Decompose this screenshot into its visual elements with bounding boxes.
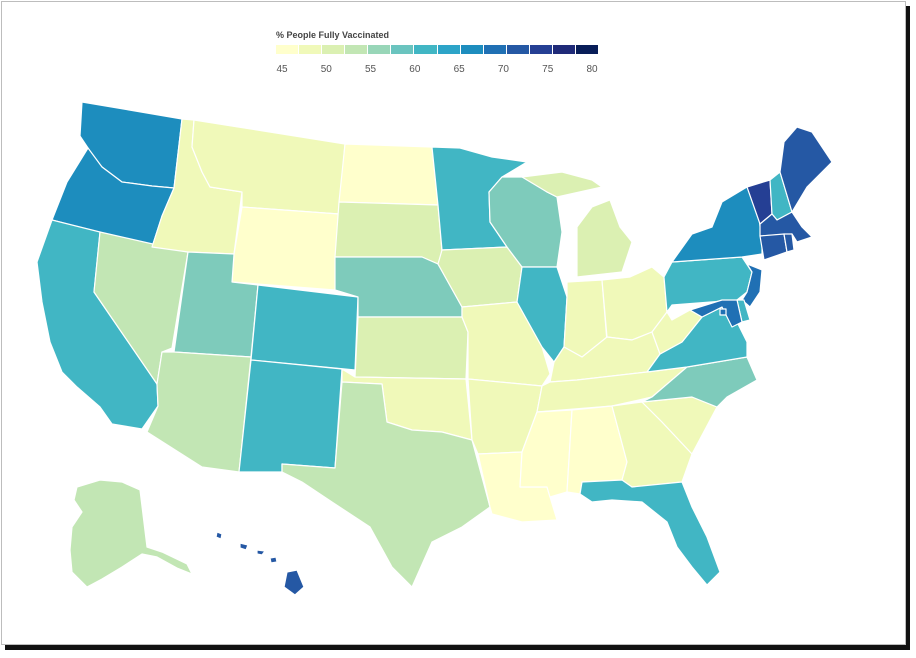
- legend-swatch: [345, 45, 369, 54]
- state-south-dakota[interactable]: South Dakota: [334, 201, 443, 265]
- state-michigan[interactable]: Michigan: [521, 171, 633, 278]
- color-legend: % People Fully Vaccinated 45 50 55 60 65 70 75…: [276, 30, 600, 80]
- state-hawaii[interactable]: Hawaii: [215, 531, 305, 596]
- legend-swatch: [460, 45, 484, 54]
- state-colorado[interactable]: Colorado: [250, 284, 359, 371]
- state-kansas[interactable]: Kansas: [354, 316, 469, 380]
- legend-swatch: [276, 45, 300, 54]
- legend-swatch: [483, 45, 507, 54]
- state-wyoming[interactable]: Wyoming: [231, 206, 340, 291]
- legend-swatch: [576, 45, 599, 54]
- legend-swatch: [322, 45, 346, 54]
- legend-color-bar: [276, 45, 599, 54]
- state-new-mexico[interactable]: New Mexico: [238, 359, 343, 473]
- legend-tick-label: 60: [409, 64, 421, 75]
- state-maine[interactable]: Maine: [779, 126, 833, 213]
- state-texas[interactable]: Texas: [281, 381, 491, 588]
- state-district-of-columbia[interactable]: District of Columbia: [719, 308, 727, 316]
- state-maryland[interactable]: Maryland: [689, 299, 743, 328]
- state-arizona[interactable]: Arizona: [146, 351, 252, 473]
- state-north-dakota[interactable]: North Dakota: [338, 143, 439, 206]
- legend-title: % People Fully Vaccinated: [276, 30, 390, 40]
- state-new-jersey[interactable]: New Jersey: [741, 263, 763, 308]
- us-choropleth-map: Washington Oregon California Nevada Idah…: [36, 101, 833, 596]
- legend-tick-label: 45: [276, 64, 288, 75]
- state-connecticut[interactable]: Connecticut: [759, 233, 788, 261]
- legend-tick-label: 70: [497, 64, 509, 75]
- legend-swatch: [506, 45, 530, 54]
- legend-tick-label: 75: [542, 64, 554, 75]
- legend-swatch: [552, 45, 577, 54]
- state-rhode-island[interactable]: Rhode Island: [783, 233, 795, 253]
- legend-swatch: [368, 45, 392, 54]
- legend-swatch: [299, 45, 323, 54]
- legend-swatch: [414, 45, 438, 54]
- state-new-york[interactable]: New York: [671, 186, 763, 263]
- state-alaska[interactable]: Alaska: [69, 479, 193, 588]
- state-florida[interactable]: Florida: [579, 479, 721, 586]
- legend-tick-label: 65: [453, 64, 465, 75]
- legend-swatch: [529, 45, 553, 54]
- legend-swatch: [437, 45, 461, 54]
- legend-tick-labels: 45 50 55 60 65 70 75 80: [276, 64, 598, 78]
- state-wisconsin[interactable]: Wisconsin: [488, 176, 563, 268]
- legend-tick-label: 80: [586, 64, 598, 75]
- map-frame: % People Fully Vaccinated 45 50 55 60 65 70 75…: [1, 1, 906, 645]
- legend-swatch: [391, 45, 415, 54]
- legend-tick-label: 55: [365, 64, 377, 75]
- legend-tick-label: 50: [320, 64, 332, 75]
